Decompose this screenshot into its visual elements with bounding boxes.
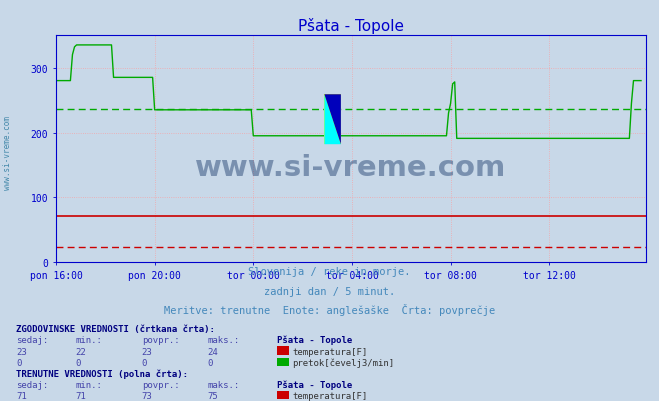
Text: sedaj:: sedaj: [16, 335, 49, 344]
Text: povpr.:: povpr.: [142, 335, 179, 344]
Text: 71: 71 [76, 391, 86, 400]
Text: min.:: min.: [76, 380, 103, 389]
Text: TRENUTNE VREDNOSTI (polna črta):: TRENUTNE VREDNOSTI (polna črta): [16, 369, 188, 378]
Text: 75: 75 [208, 391, 218, 400]
Text: www.si-vreme.com: www.si-vreme.com [195, 154, 507, 182]
Polygon shape [324, 95, 341, 145]
Text: 23: 23 [142, 347, 152, 356]
Title: Pšata - Topole: Pšata - Topole [298, 18, 404, 34]
Text: Slovenija / reke in morje.: Slovenija / reke in morje. [248, 267, 411, 277]
Text: temperatura[F]: temperatura[F] [293, 347, 368, 356]
Text: 22: 22 [76, 347, 86, 356]
Text: maks.:: maks.: [208, 335, 240, 344]
Text: 73: 73 [142, 391, 152, 400]
Bar [324, 95, 341, 145]
Polygon shape [324, 95, 341, 145]
Text: pretok[čevelj3/min]: pretok[čevelj3/min] [293, 357, 395, 367]
Text: zadnji dan / 5 minut.: zadnji dan / 5 minut. [264, 286, 395, 296]
Text: 23: 23 [16, 347, 27, 356]
Text: maks.:: maks.: [208, 380, 240, 389]
Text: Pšata - Topole: Pšata - Topole [277, 334, 352, 344]
Text: www.si-vreme.com: www.si-vreme.com [3, 115, 13, 189]
Text: Pšata - Topole: Pšata - Topole [277, 379, 352, 389]
Text: 0: 0 [208, 358, 213, 367]
Text: Meritve: trenutne  Enote: anglešaške  Črta: povprečje: Meritve: trenutne Enote: anglešaške Črta… [164, 303, 495, 315]
Text: sedaj:: sedaj: [16, 380, 49, 389]
Text: 71: 71 [16, 391, 27, 400]
Text: 0: 0 [142, 358, 147, 367]
Text: temperatura[F]: temperatura[F] [293, 391, 368, 400]
Text: 0: 0 [16, 358, 22, 367]
Text: povpr.:: povpr.: [142, 380, 179, 389]
Text: min.:: min.: [76, 335, 103, 344]
Text: 0: 0 [76, 358, 81, 367]
Text: 24: 24 [208, 347, 218, 356]
Text: ZGODOVINSKE VREDNOSTI (črtkana črta):: ZGODOVINSKE VREDNOSTI (črtkana črta): [16, 324, 215, 333]
